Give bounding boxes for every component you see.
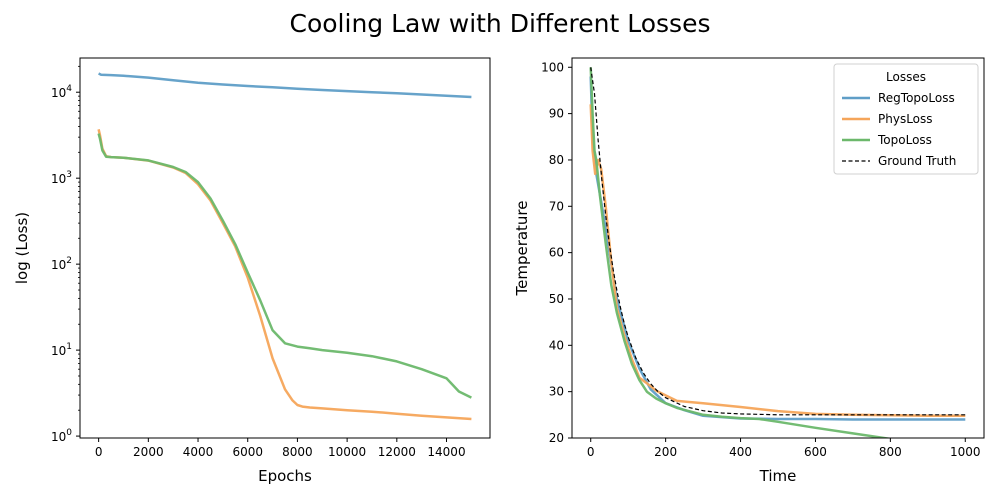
y-axis-title: log (Loss) xyxy=(13,212,31,284)
y-tick-label: 90 xyxy=(549,107,564,121)
legend-entry: Ground Truth xyxy=(878,154,956,168)
y-tick-label: 70 xyxy=(549,199,564,213)
y-tick-label: 101 xyxy=(51,342,72,358)
y-tick-label: 30 xyxy=(549,385,564,399)
series-group xyxy=(97,72,472,421)
y-tick-label: 50 xyxy=(549,292,564,306)
x-tick-label: 14000 xyxy=(427,445,465,459)
series-line-regtopoloss xyxy=(98,72,472,99)
temperature-panel: 0 200 400 600 800 1000 20 30 40 50 60 70 80 90 100 Time… xyxy=(513,57,985,485)
x-tick-label: 4000 xyxy=(183,445,214,459)
x-tick-label: 800 xyxy=(879,445,902,459)
x-tick-label: 1000 xyxy=(950,445,981,459)
y-tick-label: 20 xyxy=(549,431,564,445)
legend-entry: TopoLoss xyxy=(877,133,932,147)
legend-box xyxy=(833,63,979,175)
y-tick-label: 60 xyxy=(549,246,564,260)
y-tick-label: 104 xyxy=(51,84,72,100)
series-line-topoloss xyxy=(97,133,472,399)
legend: Losses RegTopoLoss PhysLoss TopoLoss Ground … xyxy=(833,63,979,175)
axes-frame xyxy=(79,57,491,439)
figure-title: Cooling Law with Different Losses xyxy=(290,9,711,38)
x-axis-title: Epochs xyxy=(258,467,312,485)
loss-panel: 0 2000 4000 6000 8000 10000 12000 14000 100 101 10… xyxy=(13,57,491,485)
x-tick-label: 600 xyxy=(804,445,827,459)
y-tick-label: 100 xyxy=(541,60,564,74)
legend-entry: PhysLoss xyxy=(878,112,933,126)
series-group xyxy=(589,67,966,438)
y-tick-label: 40 xyxy=(549,338,564,352)
axes-frame xyxy=(571,57,985,439)
legend-entry: RegTopoLoss xyxy=(878,91,955,105)
series-line-physloss xyxy=(97,129,472,421)
x-tick-label: 400 xyxy=(729,445,752,459)
x-tick-label: 10000 xyxy=(328,445,366,459)
series-line-topoloss xyxy=(589,67,891,438)
y-tick-label: 100 xyxy=(51,428,72,444)
x-tick-label: 0 xyxy=(587,445,595,459)
x-tick-label: 0 xyxy=(95,445,103,459)
x-axis-title: Time xyxy=(759,467,797,485)
legend-title: Losses xyxy=(886,70,926,84)
x-tick-label: 12000 xyxy=(378,445,416,459)
x-tick-label: 2000 xyxy=(133,445,164,459)
y-axis-title: Temperature xyxy=(513,200,531,296)
x-tick-label: 6000 xyxy=(232,445,263,459)
x-tick-label: 8000 xyxy=(282,445,313,459)
y-tick-label: 103 xyxy=(51,170,72,186)
x-tick-label: 200 xyxy=(654,445,677,459)
y-tick-label: 102 xyxy=(51,256,72,272)
y-tick-label: 80 xyxy=(549,153,564,167)
